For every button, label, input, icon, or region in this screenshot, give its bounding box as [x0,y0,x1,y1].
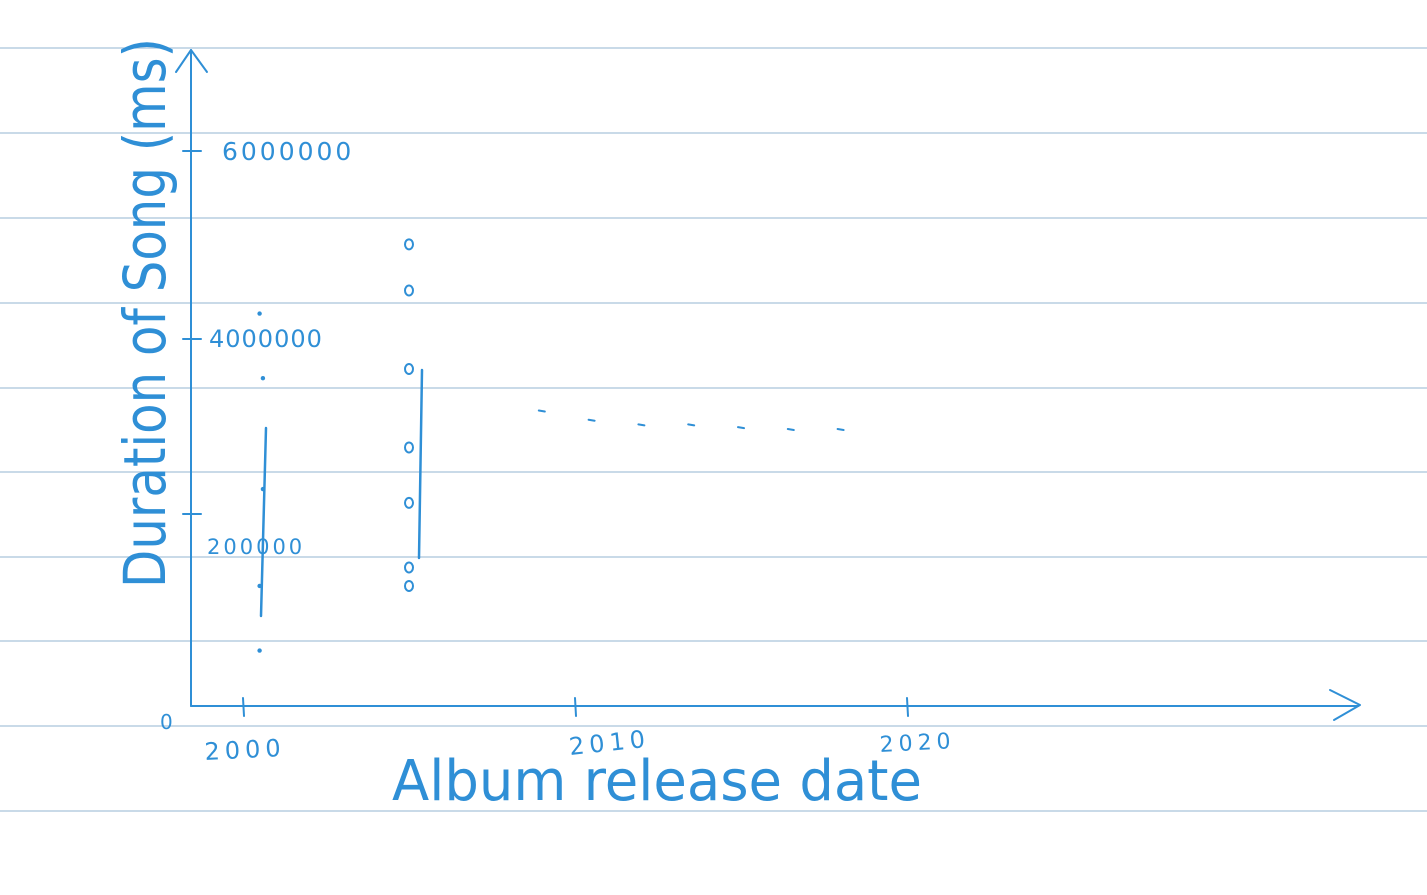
origin-label: 0 [160,710,173,734]
axes [175,49,1361,721]
data-points [257,238,845,653]
data-point-s1-8 [404,362,414,375]
data-point-s1-7 [404,284,414,297]
y-axis-arrow-icon [175,49,208,73]
data-point-s1-2 [260,376,266,381]
data-point-s1-11 [404,579,414,592]
data-point-s2-7 [836,428,845,431]
data-point-s2-1 [537,409,546,413]
x-tick-label-2020: 2020 [879,729,956,758]
data-range-strokes [259,368,424,618]
y-ticks [182,150,202,515]
y-tick-label-6000000: 6000000 [222,137,354,166]
data-point-s1-5 [257,648,262,653]
x-axis-title: Album release date [392,749,922,814]
x-tick-2000 [242,697,245,717]
x-axis-arrow-icon [1329,689,1361,721]
y-tick-label-4000000: 4000000 [209,325,323,353]
data-point-s1-1 [257,311,262,316]
ruled-lines [0,47,1427,812]
data-point-s2-3 [637,423,646,427]
cluster-stroke-1 [259,426,268,618]
x-ticks [242,697,909,717]
x-tick-label-2000: 2000 [204,734,286,766]
data-point-s2-4 [687,423,696,427]
data-point-s1-3 [260,486,266,492]
data-point-s2-6 [786,428,795,431]
y-tick-label-200000: 200000 [207,535,305,559]
y-axis-title: Duration of Song (ms) [111,38,179,588]
x-tick-2020 [906,697,909,717]
data-point-s1-4 [257,583,262,589]
data-point-s2-5 [737,426,745,430]
data-point-s1-12 [404,561,414,574]
cluster-stroke-2 [417,368,424,560]
data-point-s2-2 [587,418,596,422]
data-point-s1-6 [404,238,414,251]
data-point-s1-9 [404,441,414,454]
data-point-s1-10 [404,496,414,509]
x-tick-2010 [574,697,577,717]
